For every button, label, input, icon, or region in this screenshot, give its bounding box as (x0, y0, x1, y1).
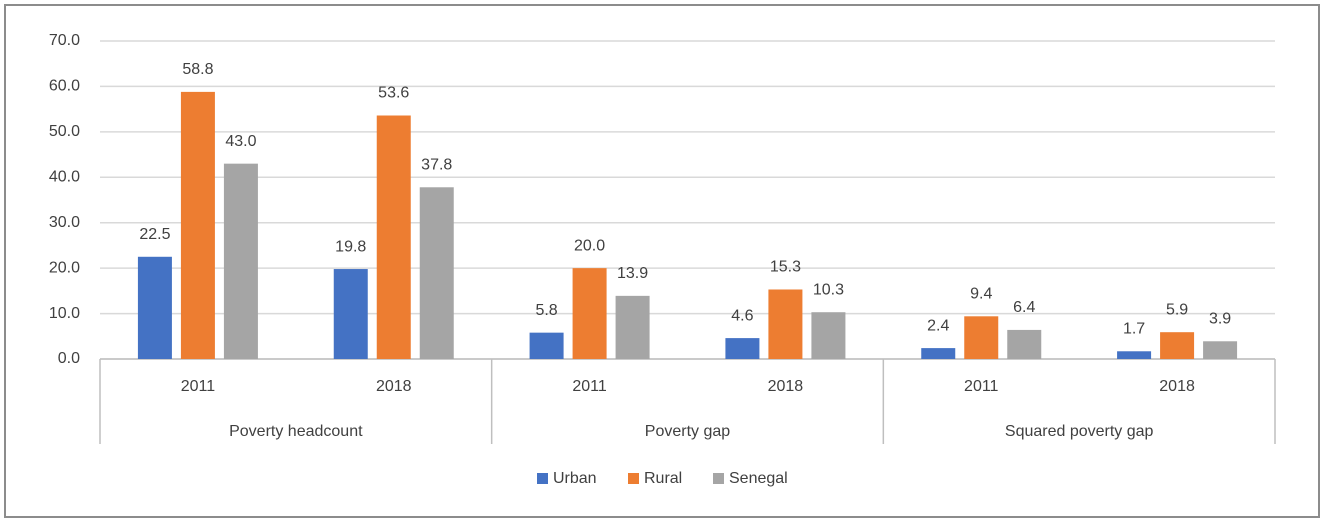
data-label: 3.9 (1209, 311, 1231, 328)
legend-swatch (713, 473, 724, 484)
data-label: 4.6 (731, 307, 753, 324)
bar (529, 332, 564, 359)
bar (572, 268, 607, 359)
data-label: 20.0 (574, 237, 605, 254)
y-tick-label: 0.0 (58, 350, 80, 367)
bar (333, 269, 368, 359)
legend-swatch (628, 473, 639, 484)
x-tick-label: 2018 (768, 378, 804, 395)
data-label: 10.3 (813, 281, 844, 298)
y-tick-label: 50.0 (49, 123, 80, 140)
y-tick-label: 20.0 (49, 259, 80, 276)
x-tick-label: 2018 (376, 378, 412, 395)
legend-label: Urban (553, 470, 597, 487)
data-label: 37.8 (421, 156, 452, 173)
data-label: 6.4 (1013, 299, 1035, 316)
bar (615, 295, 650, 359)
group-label: Poverty gap (645, 423, 730, 440)
x-tick-label: 2011 (572, 378, 607, 395)
data-label: 53.6 (378, 85, 409, 102)
bar (1160, 332, 1195, 359)
data-label: 5.9 (1166, 301, 1188, 318)
bar (1203, 341, 1238, 359)
legend-label: Rural (644, 470, 682, 487)
bar (964, 316, 999, 359)
legend-swatch (537, 473, 548, 484)
bar (1117, 351, 1152, 359)
y-tick-label: 30.0 (49, 214, 80, 231)
data-label: 58.8 (182, 61, 213, 78)
group-label: Poverty headcount (229, 423, 363, 440)
data-label: 9.4 (970, 286, 992, 303)
data-label: 19.8 (335, 238, 366, 255)
data-label: 43.0 (225, 133, 256, 150)
x-tick-label: 2011 (181, 378, 216, 395)
bar (811, 312, 846, 359)
group-label: Squared poverty gap (1005, 423, 1154, 440)
bar (180, 91, 215, 359)
data-label: 22.5 (139, 226, 170, 243)
y-tick-label: 60.0 (49, 78, 80, 95)
bar (1007, 329, 1042, 359)
bar (223, 163, 258, 359)
data-label: 2.4 (927, 317, 949, 334)
data-label: 15.3 (770, 259, 801, 276)
bar (419, 187, 454, 359)
legend-label: Senegal (729, 470, 788, 487)
bar (768, 289, 803, 359)
bar (725, 338, 760, 359)
y-tick-label: 70.0 (49, 32, 80, 49)
y-tick-label: 10.0 (49, 305, 80, 322)
y-tick-label: 40.0 (49, 169, 80, 186)
x-tick-label: 2018 (1159, 378, 1195, 395)
bar (137, 256, 172, 359)
data-label: 13.9 (617, 265, 648, 282)
bar (376, 115, 411, 359)
x-tick-label: 2011 (964, 378, 999, 395)
data-label: 5.8 (535, 302, 557, 319)
data-label: 1.7 (1123, 320, 1145, 337)
bar (921, 348, 956, 359)
